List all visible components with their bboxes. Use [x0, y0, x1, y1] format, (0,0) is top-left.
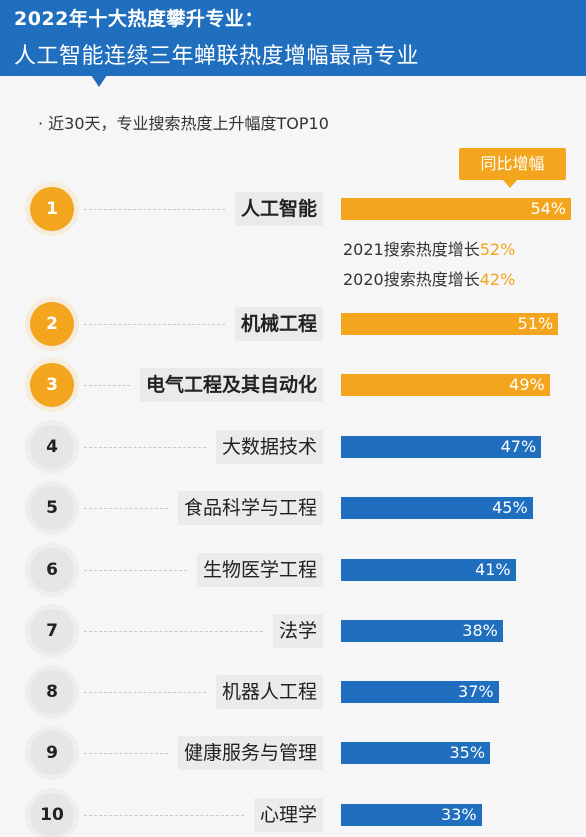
bar-value-label-8: 37% [458, 682, 494, 701]
category-label-5: 食品科学与工程 [177, 491, 323, 525]
connector-line-7 [84, 631, 263, 632]
rank-badge-10: 10 [30, 793, 74, 837]
connector-line-1 [84, 209, 225, 210]
annotation-2021-text: 2021搜索热度增长 [343, 240, 480, 259]
bar-1: 54% [341, 198, 571, 220]
header-pointer [91, 75, 107, 87]
connector-line-2 [84, 324, 225, 325]
legend-badge-tail [503, 180, 517, 188]
category-label-1: 人工智能 [234, 192, 323, 226]
bar-value-label-5: 45% [492, 498, 528, 517]
rank-badge-2: 2 [30, 302, 74, 346]
rank-badge-7: 7 [30, 609, 74, 653]
bar-5: 45% [341, 497, 533, 519]
connector-line-10 [84, 815, 244, 816]
rank-badge-5: 5 [30, 486, 74, 530]
rank-badge-6: 6 [30, 548, 74, 592]
category-label-3: 电气工程及其自动化 [139, 368, 323, 402]
category-label-9: 健康服务与管理 [177, 736, 323, 770]
connector-line-8 [84, 692, 206, 693]
bar-value-label-1: 54% [530, 199, 566, 218]
annotation-2020-value: 42% [479, 270, 516, 289]
bar-value-label-6: 41% [475, 560, 511, 579]
category-label-6: 生物医学工程 [196, 553, 323, 587]
bar-value-label-3: 49% [509, 375, 545, 394]
header-headline: 人工智能连续三年蝉联热度增幅最高专业 [14, 44, 420, 69]
bar-4: 47% [341, 436, 542, 458]
bar-7: 38% [341, 620, 503, 642]
bar-8: 37% [341, 681, 499, 703]
legend-badge: 同比增幅 [459, 148, 566, 180]
chart-subtitle: · 近30天，专业搜索热度上升幅度TOP10 [38, 114, 329, 133]
connector-line-6 [84, 570, 187, 571]
bar-value-label-9: 35% [449, 743, 486, 762]
connector-line-4 [84, 447, 206, 448]
rank-badge-1: 1 [30, 187, 74, 231]
bar-6: 41% [341, 559, 516, 581]
annotation-2021-value: 52% [479, 240, 516, 259]
category-label-7: 法学 [272, 614, 323, 648]
bar-9: 35% [341, 742, 491, 764]
rank-badge-3: 3 [30, 363, 74, 407]
bar-3: 49% [341, 374, 550, 396]
connector-line-3 [84, 385, 130, 386]
category-label-10: 心理学 [253, 798, 323, 832]
category-label-4: 大数据技术 [215, 430, 323, 464]
rank-badge-4: 4 [30, 425, 74, 469]
bar-2: 51% [341, 313, 559, 335]
annotation-2021: 2021搜索热度增长52% [343, 236, 515, 260]
rank-badge-9: 9 [30, 731, 74, 775]
header-banner: 2022年十大热度攀升专业： 人工智能连续三年蝉联热度增幅最高专业 [0, 0, 586, 76]
category-label-2: 机械工程 [234, 307, 323, 341]
connector-line-9 [84, 753, 168, 754]
bar-10: 33% [341, 804, 482, 826]
rank-badge-8: 8 [30, 670, 74, 714]
annotation-2020: 2020搜索热度增长42% [343, 266, 515, 290]
bar-value-label-7: 38% [462, 621, 498, 640]
connector-line-5 [84, 508, 168, 509]
bar-value-label-10: 33% [440, 805, 477, 824]
header-title: 2022年十大热度攀升专业： [14, 8, 264, 30]
bar-value-label-4: 47% [500, 437, 537, 456]
annotation-2020-text: 2020搜索热度增长 [343, 270, 480, 289]
bar-value-label-2: 51% [517, 314, 554, 333]
category-label-8: 机器人工程 [215, 675, 323, 709]
